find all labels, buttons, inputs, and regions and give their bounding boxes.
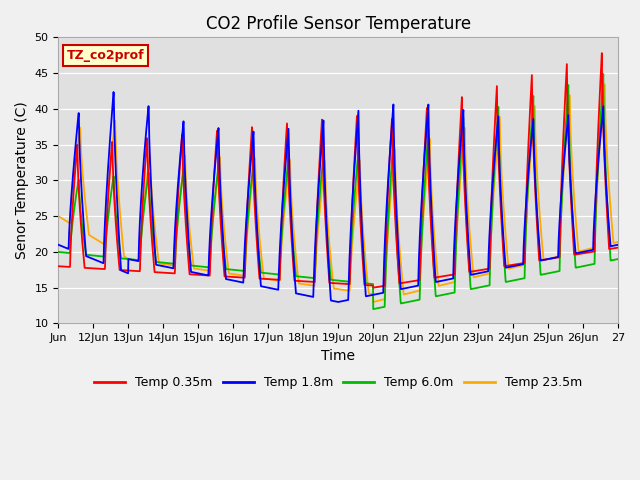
Y-axis label: Senor Temperature (C): Senor Temperature (C) [15,102,29,259]
Legend: Temp 0.35m, Temp 1.8m, Temp 6.0m, Temp 23.5m: Temp 0.35m, Temp 1.8m, Temp 6.0m, Temp 2… [89,372,588,395]
Text: TZ_co2prof: TZ_co2prof [67,49,145,62]
Title: CO2 Profile Sensor Temperature: CO2 Profile Sensor Temperature [205,15,470,33]
X-axis label: Time: Time [321,349,355,363]
